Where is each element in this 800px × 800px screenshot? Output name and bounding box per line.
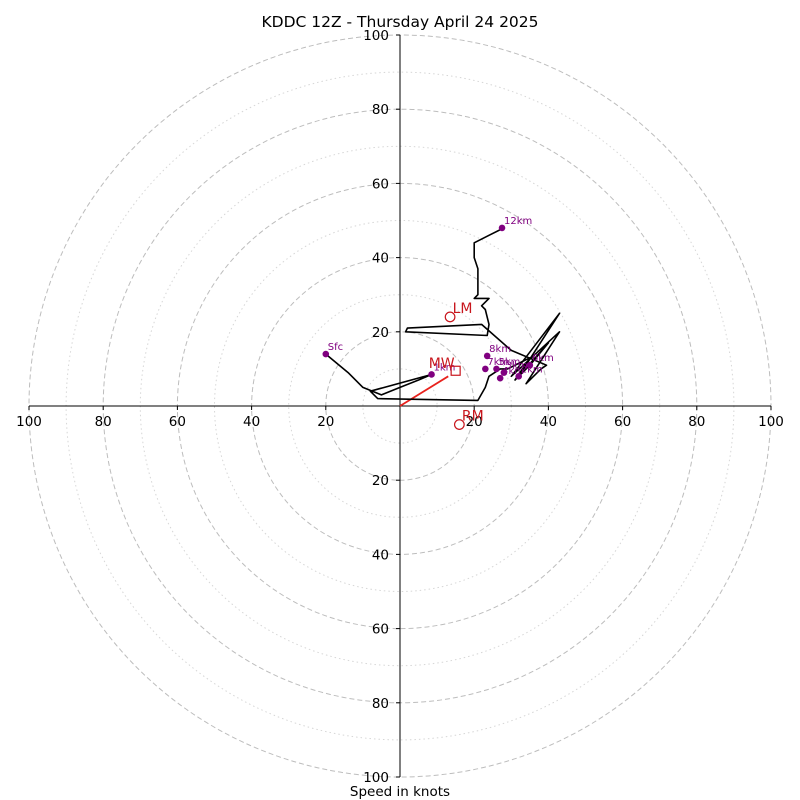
y-tick-label: 20 xyxy=(372,473,389,489)
hodograph-trace xyxy=(325,227,561,402)
height-label-1km: 1km xyxy=(434,362,456,373)
storm-motion-markers: LM RM MW xyxy=(429,301,484,430)
tick-labels: 100 80 60 40 20 20 40 60 80 100 20 40 60 80 100 20 40 60 8… xyxy=(16,28,784,786)
storm-motion-marker-LM xyxy=(444,311,456,323)
height-label-7km: 7km xyxy=(487,357,509,368)
y-tick-label: 20 xyxy=(372,325,389,341)
height-marker-Sfc xyxy=(322,350,330,358)
hodograph-line xyxy=(325,227,561,402)
y-tick-label: 80 xyxy=(372,696,389,712)
x-tick-label: 40 xyxy=(540,414,557,430)
x-tick-label: 60 xyxy=(614,414,631,430)
height-marker-2km xyxy=(515,373,523,380)
mean-wind-marker xyxy=(450,365,461,376)
mean-wind-label: MW xyxy=(429,356,455,372)
height-marker-8km xyxy=(483,352,491,360)
height-label-8km: 8km xyxy=(489,344,511,355)
height-label-4km: 4km xyxy=(502,366,524,377)
chart-title: KDDC 12Z - Thursday April 24 2025 xyxy=(261,13,538,31)
storm-motion-marker-RM xyxy=(453,419,465,430)
shear-vector xyxy=(399,375,449,407)
x-tick-label: 80 xyxy=(95,414,112,430)
storm-motion-label-LM: LM xyxy=(453,301,473,317)
storm-motion-label-RM: RM xyxy=(462,409,484,425)
y-tick-label: 100 xyxy=(363,770,389,786)
height-label-2km: 2km xyxy=(521,364,543,375)
height-marker-12km xyxy=(498,224,506,232)
y-tick-label: 40 xyxy=(372,547,389,563)
x-tick-label: 20 xyxy=(466,414,483,430)
height-marker-7km xyxy=(482,365,489,373)
height-label-3km: 3km xyxy=(506,361,528,372)
y-tick-label: 60 xyxy=(372,622,389,638)
shear-vector-line xyxy=(399,375,449,407)
height-marker-3km xyxy=(500,369,508,376)
x-tick-label: 100 xyxy=(16,414,42,430)
x-tick-label: 100 xyxy=(758,414,784,430)
x-tick-label: 60 xyxy=(169,414,186,430)
y-tick-label: 80 xyxy=(372,102,389,118)
y-tick-label: 60 xyxy=(372,176,389,192)
x-tick-label: 80 xyxy=(688,414,705,430)
x-axis-label: Speed in knots xyxy=(350,784,450,800)
y-tick-label: 100 xyxy=(363,28,389,44)
height-label-Sfc: Sfc xyxy=(328,342,343,353)
height-label-12km: 12km xyxy=(504,216,532,227)
height-label-5km: 5km xyxy=(498,357,520,368)
height-marker-4km xyxy=(496,374,504,382)
x-tick-label: 20 xyxy=(317,414,334,430)
y-tick-label: 40 xyxy=(372,251,389,267)
x-tick-label: 40 xyxy=(243,414,260,430)
height-marker-1km xyxy=(428,371,435,378)
height-marker-5km xyxy=(493,365,500,373)
height-marker-6km xyxy=(526,361,534,369)
height-label-6km: 6km xyxy=(532,353,554,364)
